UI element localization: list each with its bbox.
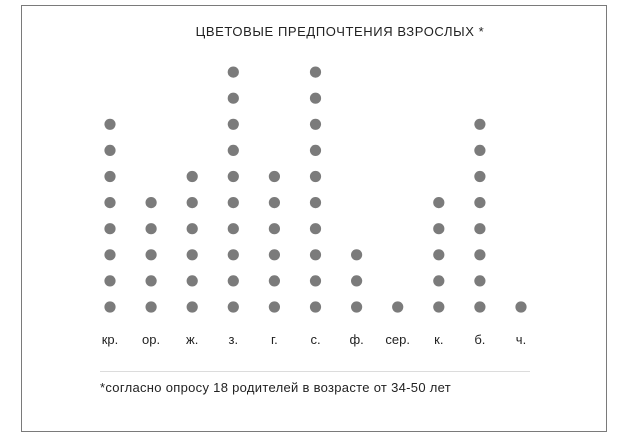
- data-dot: [474, 275, 486, 287]
- data-dot: [474, 118, 486, 130]
- data-dot: [392, 301, 404, 313]
- category-label: сер.: [385, 332, 410, 347]
- data-dot: [309, 170, 322, 183]
- category-label: к.: [434, 332, 443, 347]
- data-dot: [268, 301, 280, 313]
- data-dot: [186, 170, 198, 183]
- data-dot: [227, 118, 239, 130]
- data-dot: [104, 170, 116, 183]
- category-label: б.: [474, 332, 485, 347]
- data-dot: [474, 301, 486, 313]
- data-dot: [186, 275, 198, 287]
- data-dot: [351, 301, 363, 313]
- category-label: з.: [229, 332, 239, 347]
- data-dot: [268, 197, 280, 209]
- data-dot: [309, 118, 322, 130]
- data-dot: [268, 170, 280, 183]
- data-dot: [104, 275, 116, 287]
- data-dot: [227, 92, 239, 104]
- data-dot: [104, 118, 116, 130]
- data-dot: [309, 92, 322, 104]
- data-dot: [145, 275, 157, 287]
- data-dot: [433, 301, 445, 313]
- data-dot: [186, 197, 198, 209]
- data-dot: [227, 170, 239, 183]
- data-dot: [433, 275, 445, 287]
- category-label: ф.: [349, 332, 363, 347]
- data-dot: [309, 66, 322, 78]
- category-label: кр.: [102, 332, 119, 347]
- data-dot: [227, 249, 239, 261]
- data-dot: [474, 223, 486, 235]
- data-dot: [145, 223, 157, 235]
- category-label: ч.: [516, 332, 526, 347]
- data-dot: [433, 197, 445, 209]
- data-dot: [433, 223, 445, 235]
- data-dot: [186, 223, 198, 235]
- data-dot: [104, 249, 116, 261]
- data-dot: [227, 275, 239, 287]
- data-dot: [309, 144, 322, 156]
- data-dot: [474, 144, 486, 156]
- data-dot: [104, 223, 116, 235]
- data-dot: [104, 197, 116, 209]
- data-dot: [351, 249, 363, 261]
- data-dot: [309, 197, 322, 209]
- data-dot: [474, 249, 486, 261]
- data-dot: [309, 301, 322, 313]
- data-dot: [186, 249, 198, 261]
- data-dot: [227, 144, 239, 156]
- data-dot: [309, 249, 322, 261]
- data-dot: [145, 249, 157, 261]
- data-dot: [351, 275, 363, 287]
- footnote-divider: [100, 371, 530, 372]
- data-dot: [433, 249, 445, 261]
- data-dot: [268, 223, 280, 235]
- data-dot: [227, 66, 239, 78]
- data-dot: [227, 223, 239, 235]
- data-dot: [474, 170, 486, 183]
- category-label: ор.: [142, 332, 160, 347]
- data-dot: [186, 301, 198, 313]
- data-dot: [104, 301, 116, 313]
- category-label: с.: [310, 332, 320, 347]
- data-dot: [309, 223, 322, 235]
- data-dot: [104, 144, 116, 156]
- data-dot: [268, 275, 280, 287]
- category-label: ж.: [186, 332, 198, 347]
- category-label: г.: [271, 332, 278, 347]
- data-dot: [227, 197, 239, 209]
- chart-frame: [21, 5, 607, 432]
- data-dot: [145, 197, 157, 209]
- chart-title: ЦВЕТОВЫЕ ПРЕДПОЧТЕНИЯ ВЗРОСЛЫХ *: [195, 24, 485, 39]
- data-dot: [474, 197, 486, 209]
- data-dot: [145, 301, 157, 313]
- data-dot: [309, 275, 322, 287]
- data-dot: [268, 249, 280, 261]
- footnote: *согласно опросу 18 родителей в возрасте…: [100, 380, 451, 395]
- data-dot: [515, 301, 527, 313]
- data-dot: [227, 301, 239, 313]
